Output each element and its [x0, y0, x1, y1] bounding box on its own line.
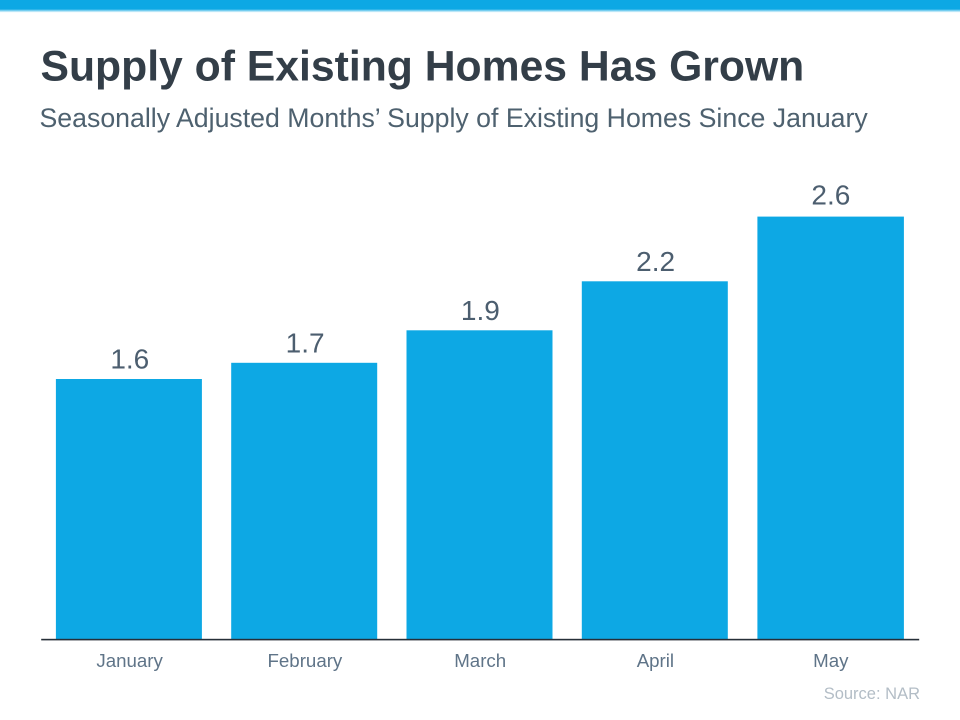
svg-text:April: April: [637, 650, 674, 671]
svg-text:January: January: [96, 650, 163, 671]
svg-text:2.6: 2.6: [811, 180, 850, 211]
svg-text:1.9: 1.9: [461, 295, 500, 326]
svg-text:Supply of Existing Homes Has G: Supply of Existing Homes Has Grown: [41, 43, 805, 91]
svg-text:1.6: 1.6: [110, 344, 149, 375]
svg-text:Seasonally Adjusted Months’ Su: Seasonally Adjusted Months’ Supply of Ex…: [40, 103, 869, 133]
svg-text:1.7: 1.7: [286, 327, 325, 358]
svg-text:2.2: 2.2: [636, 246, 675, 277]
svg-text:May: May: [813, 650, 849, 671]
svg-text:Source: NAR: Source: NAR: [824, 685, 920, 703]
svg-text:February: February: [268, 650, 343, 671]
svg-text:March: March: [454, 650, 506, 671]
